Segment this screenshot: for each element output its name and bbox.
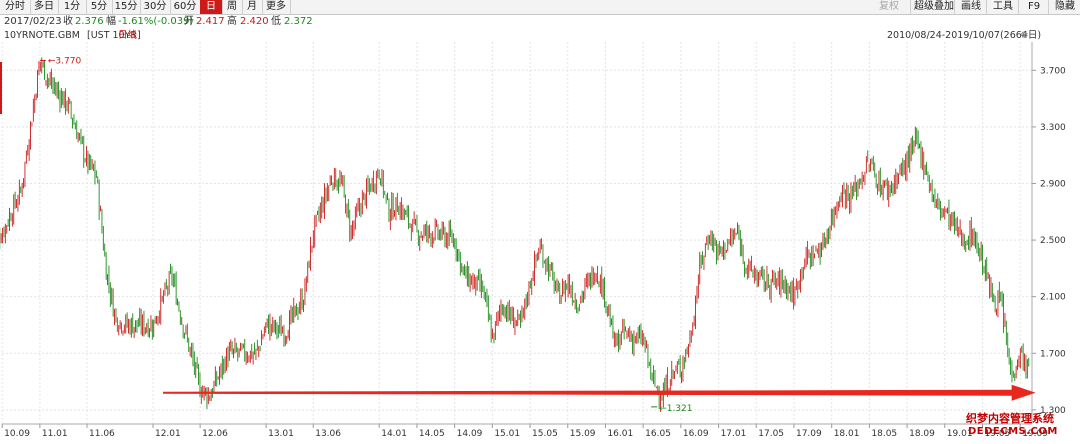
- info-high-value: 2.420: [240, 16, 269, 27]
- x-tick-label: 17.01: [721, 429, 747, 439]
- x-tick-label: 13.06: [315, 429, 341, 439]
- x-tick-label: 13.01: [268, 429, 294, 439]
- y-tick-label: 2.500: [1040, 236, 1066, 246]
- x-tick-label: 15.01: [494, 429, 520, 439]
- x-tick-label: 19.09: [1022, 429, 1048, 439]
- toolbar-right-button-0[interactable]: 复权: [868, 0, 911, 14]
- x-tick-label: 16.01: [607, 429, 633, 439]
- date-range: 2010/08/24-2019/10/07(2664日): [887, 30, 1042, 41]
- y-tick-label: 3.700: [1040, 66, 1066, 76]
- x-tick-label: 17.05: [758, 429, 784, 439]
- info-close-value: 2.376: [75, 16, 104, 27]
- plot-area: [2, 42, 1032, 424]
- period-button-10[interactable]: 更多: [262, 0, 291, 14]
- y-tick-label: 1.700: [1040, 349, 1066, 359]
- y-tick-label: 1.300: [1040, 406, 1066, 416]
- period-button-1[interactable]: 多日: [30, 0, 59, 14]
- info-open-value: 2.417: [196, 16, 225, 27]
- y-tick-label: 2.100: [1040, 293, 1066, 303]
- toolbar-right-button-2[interactable]: 画线: [956, 0, 987, 14]
- x-tick-label: 14.01: [381, 429, 407, 439]
- x-tick-label: 10.09: [4, 429, 30, 439]
- x-tick-label: 17.09: [796, 429, 822, 439]
- x-tick-label: 11.01: [42, 429, 68, 439]
- x-tick-label: 19.05: [985, 429, 1011, 439]
- watermark-url: DEDECMS.COM: [968, 426, 1058, 437]
- period-button-9[interactable]: 月: [242, 0, 263, 14]
- annotation-label: ←3.770: [48, 56, 82, 66]
- toolbar-right-button-5[interactable]: 隐藏: [1050, 0, 1080, 14]
- x-tick-label: 14.09: [457, 429, 483, 439]
- symbol-market: [UST 10YR]: [87, 30, 141, 41]
- x-tick-label: 16.09: [683, 429, 709, 439]
- toolbar-right-button-1[interactable]: 超级叠加: [914, 0, 955, 14]
- x-tick-label: 12.01: [155, 429, 181, 439]
- toolbar-right-button-4[interactable]: F9: [1020, 0, 1049, 14]
- x-tick-label: 19.01: [947, 429, 973, 439]
- info-high-label: 高: [227, 16, 237, 27]
- period-button-4[interactable]: 15分: [112, 0, 141, 14]
- x-tick-label: 15.05: [532, 429, 558, 439]
- info-close-label: 收: [63, 16, 73, 27]
- annotation-label: ←1.321: [659, 404, 692, 414]
- x-tick-label: 18.05: [871, 429, 897, 439]
- info-date: 2017/02/23: [4, 16, 62, 27]
- y-tick-label: 3.300: [1040, 123, 1066, 133]
- info-open-label: 开: [184, 16, 194, 27]
- period-button-8[interactable]: 周: [222, 0, 243, 14]
- x-tick-label: 12.06: [202, 429, 228, 439]
- period-button-3[interactable]: 5分: [86, 0, 113, 14]
- symbol-bar: 10YRNOTE.GBM [UST 10YR] 日线 2010/08/24-20…: [0, 29, 1080, 42]
- info-low-label: 低: [271, 16, 281, 27]
- info-change-label: 幅: [106, 16, 116, 27]
- y-tick-label: 2.900: [1040, 179, 1066, 189]
- left-edge-marker: [0, 62, 2, 114]
- period-button-2[interactable]: 1分: [58, 0, 87, 14]
- period-button-6[interactable]: 60分: [170, 0, 201, 14]
- support-arrow: [162, 384, 1036, 401]
- range-settings-icon[interactable]: ⚙: [1020, 30, 1029, 41]
- x-tick-label: 14.05: [419, 429, 445, 439]
- watermark-title: 织梦内容管理系统: [966, 412, 1054, 425]
- symbol-code: 10YRNOTE.GBM: [4, 30, 80, 41]
- x-tick-label: 16.05: [645, 429, 671, 439]
- period-button-5[interactable]: 30分: [140, 0, 171, 14]
- x-tick-label: 18.01: [834, 429, 860, 439]
- x-tick-label: 11.06: [89, 429, 115, 439]
- toolbar: 分时 多日 1分 5分 15分 30分 60分日周月更多 复权 超级叠加 画线 工具 F9 隐藏: [0, 0, 1080, 15]
- info-low-value: 2.372: [284, 16, 313, 27]
- period-button-0[interactable]: 分时: [0, 0, 31, 14]
- x-tick-label: 18.09: [909, 429, 935, 439]
- period-button-7[interactable]: 日: [200, 0, 223, 14]
- x-tick-label: 15.09: [570, 429, 596, 439]
- toolbar-right-button-3[interactable]: 工具: [988, 0, 1019, 14]
- symbol-period: 日线: [118, 30, 138, 41]
- price-chart: 3.700 3.300 2.900 2.500 2.100 1.700 1.300 10.09…: [0, 42, 1066, 439]
- info-bar: 2017/02/23 收 2.376 幅 -1.61%(-0.039) 开 2.…: [0, 15, 1080, 29]
- info-change-value: -1.61%(-0.039): [118, 16, 194, 27]
